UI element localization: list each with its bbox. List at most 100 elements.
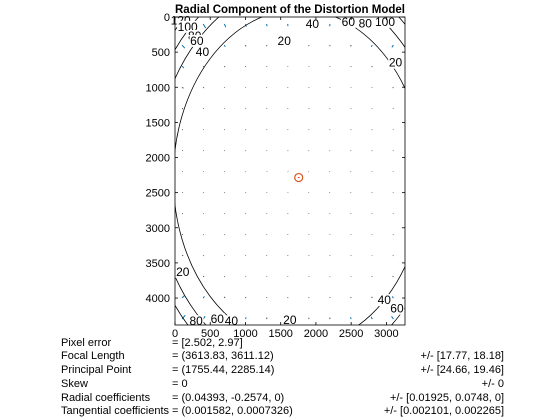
distortion-arrow bbox=[350, 317, 352, 320]
y-tick-label: 3000 bbox=[146, 223, 170, 235]
contour-line-60 bbox=[175, 17, 405, 325]
contour-label: 20 bbox=[278, 34, 292, 48]
distortion-arrow bbox=[392, 275, 394, 278]
x-tick-label: 3000 bbox=[374, 328, 398, 340]
contour-label: 60 bbox=[211, 312, 225, 326]
contour-label-bg bbox=[177, 20, 199, 33]
principal-point-value: = (1755.44, 2285.14) bbox=[172, 364, 275, 376]
y-tick-label: 2500 bbox=[146, 188, 170, 200]
contour-label: 40 bbox=[306, 17, 320, 31]
contour-label: 20 bbox=[176, 265, 190, 279]
contour-label: 20 bbox=[283, 313, 297, 327]
contour-label-bg bbox=[282, 313, 298, 326]
plot-frame bbox=[174, 16, 406, 326]
distortion-arrow bbox=[392, 86, 394, 89]
skew-error: +/- 0 bbox=[481, 378, 504, 390]
x-tick-label: 1000 bbox=[233, 328, 257, 340]
radial-coefficients-error: +/- [0.01925, 0.0748, 0] bbox=[389, 392, 504, 404]
focal-length-error: +/- [17.77, 18.18] bbox=[420, 350, 504, 362]
contour-label: 80 bbox=[359, 16, 373, 30]
contour-label-bg bbox=[175, 266, 191, 279]
y-tick-label: 1000 bbox=[146, 82, 170, 94]
x-tick-label: 0 bbox=[172, 328, 178, 340]
contour-label-bg bbox=[340, 15, 356, 28]
distortion-arrow bbox=[181, 65, 185, 69]
contour-label-bg bbox=[276, 34, 292, 47]
distortion-arrow bbox=[370, 316, 373, 320]
distortion-arrow bbox=[392, 254, 394, 257]
contour-label: 100 bbox=[375, 15, 395, 29]
distortion-arrow bbox=[350, 44, 352, 47]
contour-label-bg bbox=[209, 313, 225, 326]
distortion-arrow bbox=[181, 86, 184, 89]
distortion-arrow bbox=[370, 44, 373, 48]
distortion-arrow bbox=[181, 254, 184, 257]
skew-label: Skew bbox=[61, 378, 88, 390]
x-tick-label: 500 bbox=[201, 328, 219, 340]
distortion-arrow bbox=[223, 296, 226, 299]
principal-point-error: +/- [24.66, 19.46] bbox=[420, 364, 504, 376]
radial-coefficients-value: = (0.04393, -0.2574, 0) bbox=[172, 392, 285, 404]
distortion-arrow bbox=[202, 86, 205, 89]
contour-label: 60 bbox=[190, 34, 204, 48]
distortion-arrow bbox=[223, 44, 226, 48]
contour-label-bg bbox=[388, 56, 403, 69]
distortion-arrow bbox=[202, 254, 205, 257]
distortion-arrow bbox=[181, 314, 186, 320]
y-tick-label: 2000 bbox=[146, 153, 170, 165]
contour-label: 20 bbox=[389, 56, 403, 70]
distortion-arrow bbox=[202, 275, 205, 278]
distortion-arrow bbox=[391, 44, 394, 48]
radial-coefficients-label: Radial coefficients bbox=[61, 392, 151, 404]
contour-label-bg bbox=[223, 315, 239, 328]
distortion-arrow bbox=[181, 107, 184, 110]
distortion-arrow bbox=[223, 275, 226, 278]
pixel-error-value: = [2.502, 2.97] bbox=[172, 337, 243, 349]
contour-label-bg bbox=[376, 294, 392, 307]
skew-value: = 0 bbox=[172, 378, 188, 390]
distortion-arrow bbox=[244, 317, 247, 320]
contour-label-bg bbox=[305, 18, 320, 31]
distortion-arrow bbox=[223, 65, 226, 68]
distortion-arrow bbox=[202, 23, 207, 29]
y-tick-label: 0 bbox=[164, 12, 170, 24]
distortion-arrow bbox=[371, 296, 373, 299]
contour-label: 40 bbox=[196, 45, 210, 59]
y-tick-label: 500 bbox=[152, 47, 170, 59]
focal-length-label: Focal Length bbox=[61, 350, 125, 362]
distortion-arrow bbox=[391, 315, 394, 320]
arrow-field bbox=[181, 23, 394, 320]
contour-label: 80 bbox=[189, 314, 203, 328]
distortion-arrow bbox=[245, 44, 247, 47]
contour-label: 60 bbox=[390, 302, 404, 316]
principal-point-label: Principal Point bbox=[61, 364, 132, 376]
distortion-arrow bbox=[181, 295, 185, 299]
contour-label-bg bbox=[188, 315, 204, 328]
distortion-arrow bbox=[391, 296, 394, 299]
distortion-arrow bbox=[371, 275, 373, 278]
pixel-error-label: Pixel error bbox=[61, 337, 112, 349]
contour-label-bg bbox=[357, 17, 373, 30]
contour-label-bg bbox=[189, 34, 205, 47]
y-tick-label: 4000 bbox=[146, 293, 170, 305]
focal-length-value: = (3613.83, 3611.12) bbox=[172, 350, 274, 362]
distortion-arrow bbox=[371, 65, 373, 68]
chart-title: Radial Component of the Distortion Model bbox=[175, 4, 405, 16]
x-tick-label: 2500 bbox=[339, 328, 363, 340]
principal-point-marker bbox=[294, 172, 304, 183]
y-tick-label: 3500 bbox=[146, 258, 170, 270]
y-tick-label: 1500 bbox=[146, 117, 170, 129]
contour-label: 40 bbox=[378, 293, 392, 307]
x-tick-label: 2000 bbox=[304, 328, 328, 340]
tangential-coefficients-label: Tangential coefficients bbox=[61, 405, 170, 417]
contour-label: 40 bbox=[225, 314, 239, 328]
contour-label-bg bbox=[195, 46, 210, 59]
contour-label-bg bbox=[374, 15, 396, 28]
distortion-arrow bbox=[202, 296, 205, 299]
contour-label: 60 bbox=[342, 15, 356, 29]
tangential-coefficients-error: +/- [0.002101, 0.002265] bbox=[383, 405, 504, 417]
contour-label-bg bbox=[389, 302, 405, 315]
distortion-arrow bbox=[223, 23, 227, 28]
